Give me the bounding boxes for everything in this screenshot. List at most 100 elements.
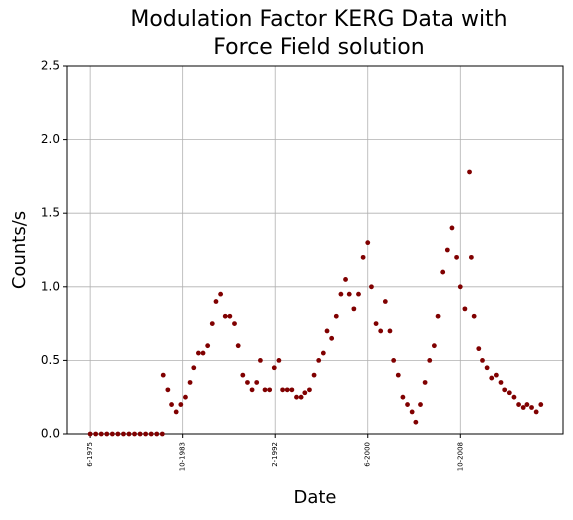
data-point	[302, 390, 308, 396]
data-point	[159, 431, 165, 437]
data-point	[343, 277, 348, 282]
data-point	[271, 365, 277, 371]
data-point	[369, 284, 374, 290]
data-point	[378, 328, 384, 334]
data-point	[422, 380, 428, 385]
data-point	[276, 358, 282, 363]
data-point	[240, 372, 246, 378]
data-point	[262, 387, 268, 393]
chart-title-text: Modulation Factor KERG Data with Force F…	[130, 7, 508, 60]
data-point	[267, 387, 273, 393]
data-point	[209, 321, 215, 326]
x-tick-label: 6-1975	[86, 442, 94, 467]
data-point	[294, 394, 299, 400]
data-point	[87, 431, 93, 437]
data-point	[173, 409, 179, 415]
data-point	[538, 402, 544, 407]
data-point	[126, 431, 132, 437]
data-point	[533, 409, 539, 415]
data-point	[467, 169, 472, 175]
y-axis-label: Counts/s	[9, 211, 30, 289]
data-point	[121, 431, 126, 437]
data-point	[329, 335, 335, 341]
data-point	[468, 254, 474, 260]
data-point	[213, 299, 219, 304]
y-tick-label: 1.0	[41, 279, 60, 293]
data-point	[284, 387, 290, 393]
data-point	[245, 380, 250, 385]
y-tick-label: 0.0	[41, 427, 60, 441]
data-point	[169, 402, 174, 407]
data-point	[524, 402, 530, 407]
data-point	[324, 328, 330, 334]
data-point	[435, 313, 441, 319]
data-point	[431, 343, 437, 349]
data-point	[427, 358, 433, 363]
data-point	[109, 431, 115, 437]
data-point	[476, 346, 482, 352]
data-point	[165, 387, 171, 393]
data-point	[183, 394, 188, 400]
data-point	[418, 402, 423, 407]
data-point	[395, 372, 401, 378]
data-point	[132, 431, 137, 437]
data-point	[137, 431, 143, 437]
data-point	[289, 387, 295, 393]
data-point	[356, 291, 361, 297]
data-point	[520, 405, 526, 410]
x-tick-label: 10-2008	[456, 442, 464, 471]
data-point	[311, 372, 317, 378]
data-point	[462, 306, 468, 312]
data-point	[471, 313, 477, 319]
data-point	[235, 343, 241, 349]
data-point	[148, 431, 154, 437]
x-tick-label: 2-1992	[271, 442, 279, 467]
data-point	[382, 299, 388, 304]
y-tick-label: 1.5	[41, 206, 60, 220]
data-point	[196, 350, 201, 356]
data-point	[227, 313, 233, 319]
data-point	[387, 328, 393, 334]
x-tick-label: 10-1983	[179, 442, 187, 471]
y-tick-label: 0.5	[41, 353, 60, 367]
data-point	[346, 291, 352, 297]
data-point	[218, 291, 224, 297]
data-point	[160, 372, 166, 378]
data-point	[405, 402, 410, 407]
data-point	[489, 375, 495, 381]
data-point	[222, 313, 228, 319]
data-point	[506, 390, 512, 396]
data-point	[307, 387, 312, 393]
data-point	[316, 358, 322, 363]
data-point	[205, 343, 211, 349]
data-point	[391, 358, 397, 363]
data-point	[413, 419, 419, 425]
y-tick-label: 2.5	[41, 59, 60, 73]
data-point	[200, 350, 206, 356]
data-point	[373, 321, 379, 326]
data-point	[360, 254, 366, 260]
data-point	[457, 284, 463, 290]
data-point	[154, 431, 160, 437]
data-point	[338, 291, 344, 297]
data-point	[298, 394, 304, 400]
data-point	[320, 350, 326, 356]
data-point	[444, 247, 450, 253]
chart-title: Modulation Factor KERG Data with Force F…	[66, 6, 572, 62]
data-point	[400, 394, 406, 400]
data-point	[333, 313, 339, 319]
data-point	[351, 306, 357, 312]
data-point	[98, 431, 104, 437]
data-point	[493, 372, 499, 378]
plot-frame	[66, 65, 564, 435]
data-point	[143, 431, 149, 437]
data-point	[502, 387, 508, 393]
data-point	[409, 409, 415, 415]
data-point	[449, 225, 455, 231]
x-tick-label: 6-2000	[364, 442, 372, 467]
data-point	[280, 387, 286, 393]
data-point	[249, 387, 255, 393]
data-point	[191, 365, 197, 371]
